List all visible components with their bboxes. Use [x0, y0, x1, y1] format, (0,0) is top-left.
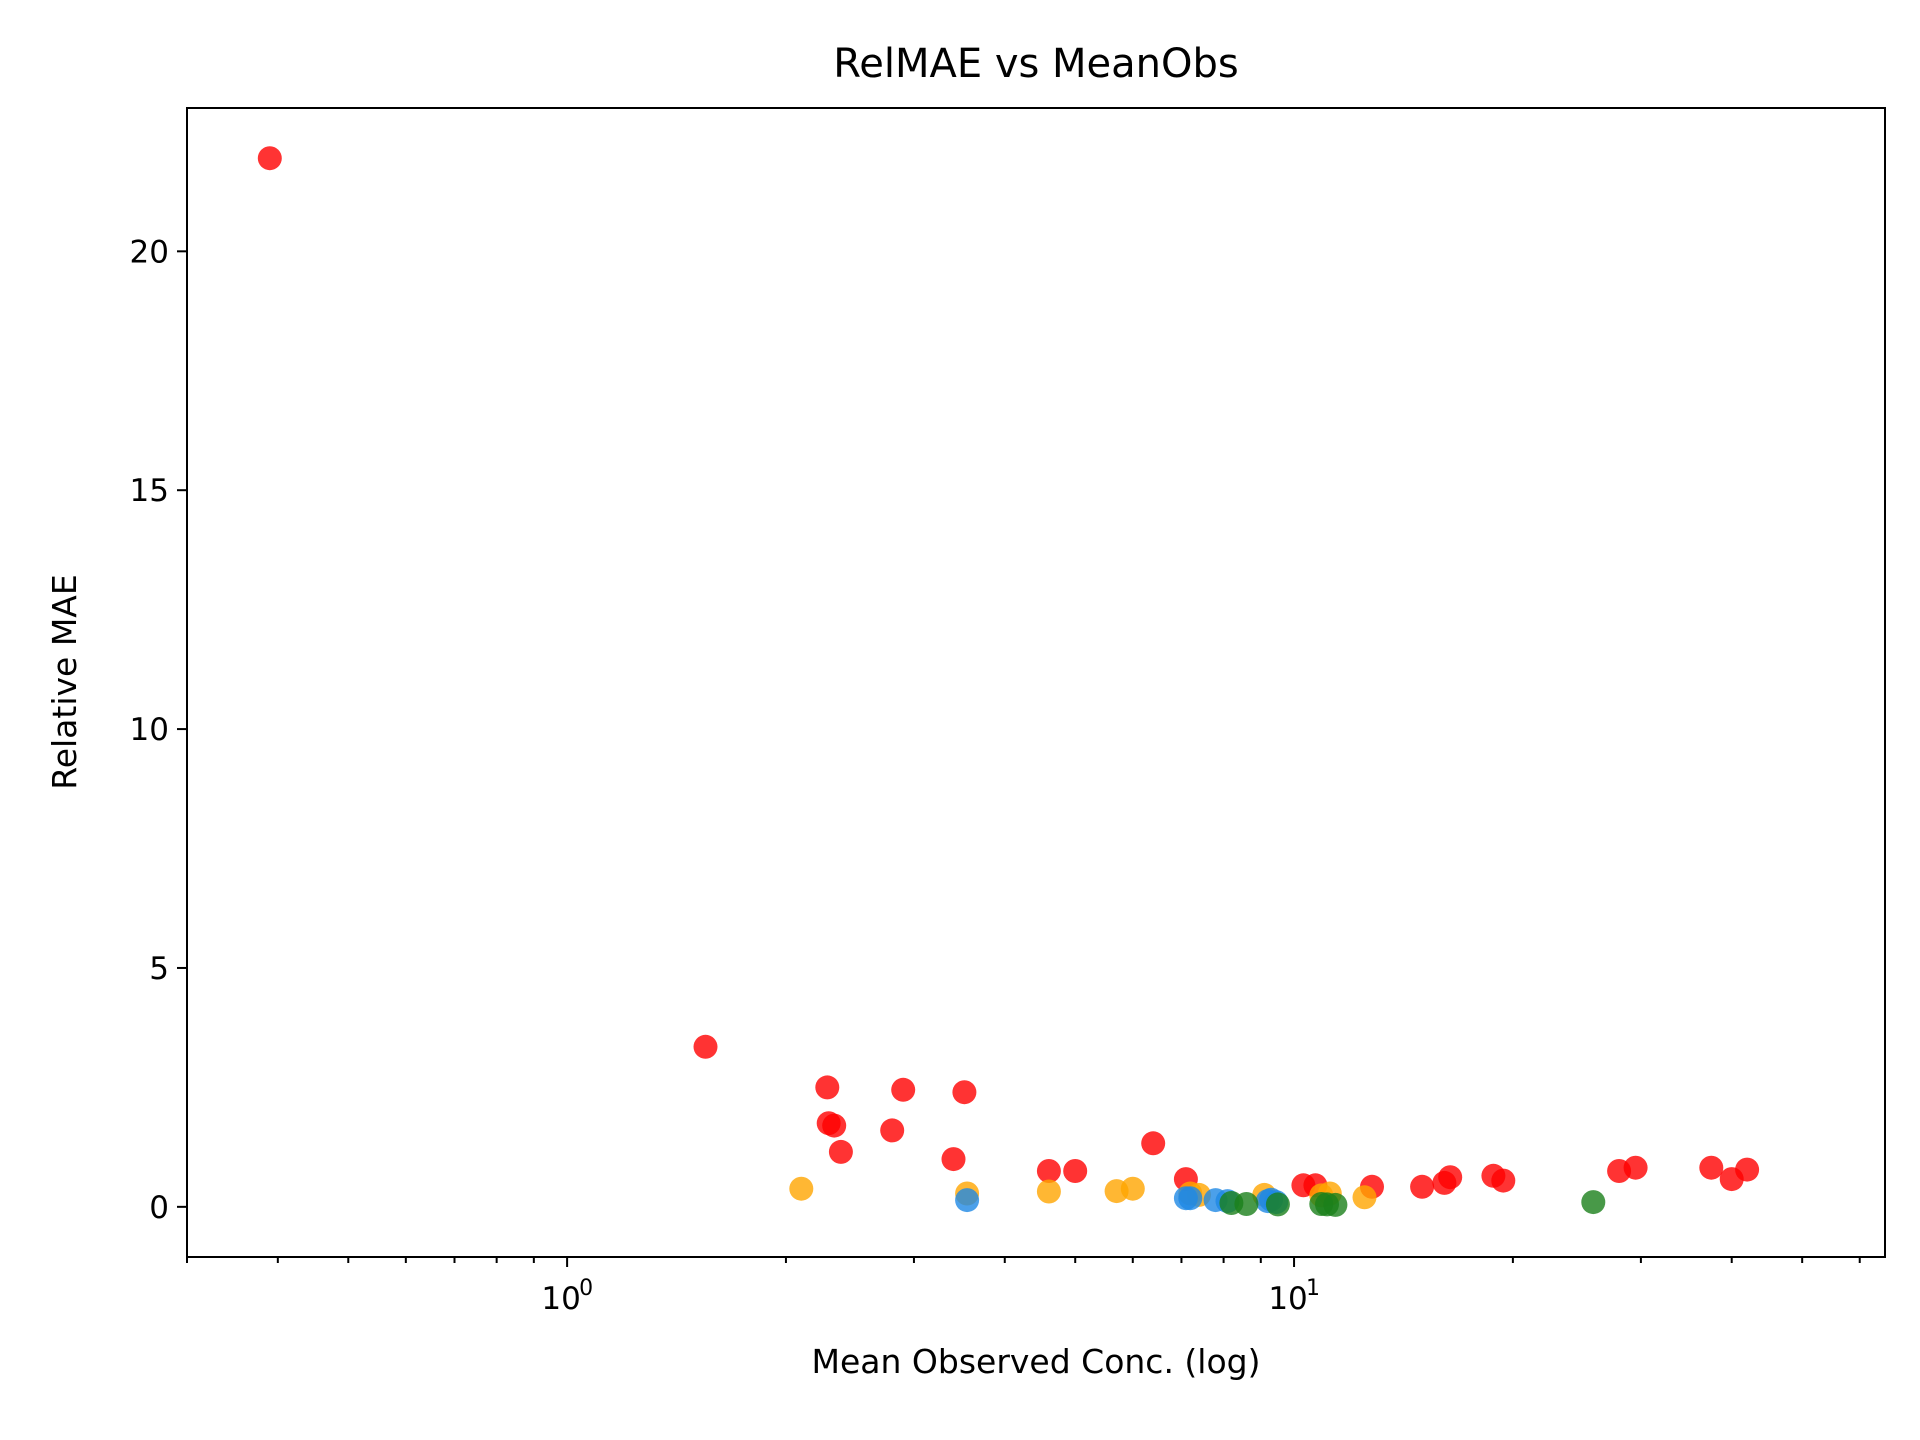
data-point — [1178, 1186, 1203, 1211]
data-point — [1323, 1192, 1348, 1217]
data-point — [828, 1139, 853, 1164]
data-point — [952, 1080, 977, 1105]
data-point — [891, 1077, 916, 1102]
data-point — [693, 1034, 718, 1059]
data-point — [1120, 1176, 1145, 1201]
data-point — [257, 146, 282, 171]
data-point — [1699, 1155, 1724, 1180]
data-point — [1265, 1192, 1290, 1217]
data-point — [1036, 1179, 1061, 1204]
data-point — [822, 1113, 847, 1138]
chart-title: RelMAE vs MeanObs — [833, 41, 1239, 87]
y-axis-label: Relative MAE — [45, 574, 84, 789]
y-tick-label: 0 — [149, 1190, 169, 1226]
data-point — [1735, 1157, 1760, 1182]
plot-area-frame — [186, 107, 1886, 1258]
data-point — [955, 1188, 980, 1213]
data-point — [1063, 1159, 1088, 1183]
x-axis-ticks: 100 101 — [186, 1257, 1861, 1317]
y-tick-label: 20 — [130, 234, 169, 270]
data-point — [941, 1147, 966, 1172]
y-tick-label: 15 — [130, 473, 169, 509]
data-point — [1491, 1168, 1516, 1193]
data-point — [789, 1176, 814, 1201]
data-point — [1581, 1190, 1606, 1215]
y-tick-label: 10 — [130, 712, 169, 748]
data-point — [880, 1118, 905, 1143]
data-point — [1352, 1185, 1377, 1210]
data-point — [1141, 1131, 1166, 1156]
data-point — [1234, 1192, 1259, 1216]
x-axis-label: Mean Observed Conc. (log) — [812, 1342, 1261, 1381]
data-point — [1438, 1165, 1463, 1190]
x-tick-label: 10 — [541, 1281, 580, 1317]
x-tick-exponent: 1 — [1306, 1276, 1320, 1301]
points-layer — [257, 146, 1760, 1217]
data-point — [815, 1075, 840, 1100]
data-point — [1036, 1159, 1061, 1183]
y-tick-label: 5 — [149, 951, 169, 987]
x-tick-label: 10 — [1268, 1281, 1307, 1317]
x-tick-exponent: 0 — [579, 1276, 593, 1301]
y-axis-ticks: 0 5 10 15 20 — [130, 234, 187, 1226]
data-point — [1410, 1174, 1435, 1199]
data-point — [1623, 1155, 1648, 1180]
